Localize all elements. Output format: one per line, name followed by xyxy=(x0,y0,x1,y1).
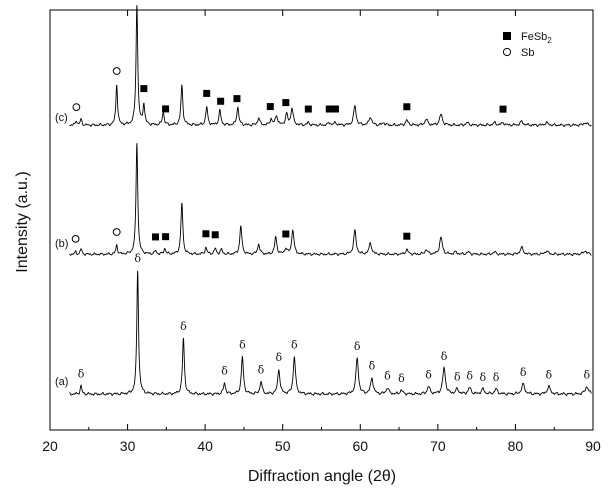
delta-marker: δ xyxy=(441,350,448,363)
fesb2-marker xyxy=(331,105,339,113)
series-line-b xyxy=(69,143,592,257)
series-layer: (a) (b) (c) xyxy=(55,5,592,396)
series-label-c: (c) xyxy=(55,112,68,124)
fesb2-marker xyxy=(403,103,411,111)
delta-marker: δ xyxy=(369,360,376,373)
fesb2-marker xyxy=(233,95,241,103)
x-tick-label: 40 xyxy=(197,438,213,454)
sb-marker xyxy=(112,67,121,75)
x-tick-label: 50 xyxy=(275,438,291,454)
delta-marker: δ xyxy=(180,320,187,333)
delta-marker: δ xyxy=(425,368,432,381)
delta-marker: δ xyxy=(480,371,487,384)
x-tick-label: 90 xyxy=(585,438,601,454)
delta-marker: δ xyxy=(239,339,246,352)
series-line-c xyxy=(69,5,592,128)
series-line-a xyxy=(69,270,592,396)
delta-marker: δ xyxy=(258,363,265,376)
legend-label-main: Sb xyxy=(521,47,534,59)
delta-marker: δ xyxy=(466,370,473,383)
fesb2-marker xyxy=(282,230,290,238)
delta-marker: δ xyxy=(354,340,361,353)
legend-fesb2-marker xyxy=(503,32,511,40)
delta-marker: δ xyxy=(454,371,461,384)
fesb2-marker xyxy=(151,233,159,241)
legend-label: FeSb2 xyxy=(521,31,552,45)
delta-marker: δ xyxy=(291,339,298,352)
fesb2-marker xyxy=(499,105,507,113)
x-tick-label: 80 xyxy=(508,438,524,454)
sb-marker xyxy=(71,234,80,243)
series-label-a: (a) xyxy=(55,376,68,388)
delta-marker: δ xyxy=(384,370,391,383)
fesb2-marker xyxy=(266,103,274,111)
fesb2-marker xyxy=(162,233,170,241)
sb-marker xyxy=(112,228,121,236)
sb-marker xyxy=(72,103,81,111)
delta-marker: δ xyxy=(276,351,283,364)
fesb2-marker xyxy=(304,105,312,113)
fesb2-marker xyxy=(211,231,219,239)
fesb2-marker xyxy=(162,105,170,113)
delta-marker: δ xyxy=(545,369,552,382)
fesb2-marker xyxy=(217,97,225,105)
legend: FeSb2 Sb xyxy=(502,31,552,59)
delta-marker: δ xyxy=(583,369,590,382)
x-axis-title: Diffraction angle (2θ) xyxy=(248,468,396,485)
delta-marker: δ xyxy=(398,372,405,385)
series-label-b: (b) xyxy=(55,238,68,250)
x-tick-label: 20 xyxy=(42,438,58,454)
legend-label: Sb xyxy=(521,47,534,59)
x-tick-label: 70 xyxy=(430,438,446,454)
legend-label-main: FeSb xyxy=(521,31,547,43)
delta-marker: δ xyxy=(493,371,500,384)
legend-label-subscript: 2 xyxy=(547,36,552,45)
fesb2-marker xyxy=(202,230,210,238)
x-axis-ticks: 20 30 40 50 60 70 80 90 xyxy=(42,10,601,454)
x-tick-label: 60 xyxy=(352,438,368,454)
plot-frame xyxy=(49,9,594,431)
fesb2-marker xyxy=(403,232,411,240)
fesb2-marker xyxy=(203,89,211,97)
delta-marker: δ xyxy=(134,252,141,265)
y-axis-title: Intensity (a.u.) xyxy=(14,171,31,272)
delta-marker: δ xyxy=(520,366,527,379)
fesb2-marker xyxy=(140,85,148,93)
delta-marker: δ xyxy=(78,367,85,380)
fesb2-marker xyxy=(325,105,333,113)
fesb2-marker xyxy=(282,99,290,107)
legend-sb-marker xyxy=(502,47,512,57)
delta-marker: δ xyxy=(221,365,228,378)
x-tick-label: 30 xyxy=(120,438,136,454)
